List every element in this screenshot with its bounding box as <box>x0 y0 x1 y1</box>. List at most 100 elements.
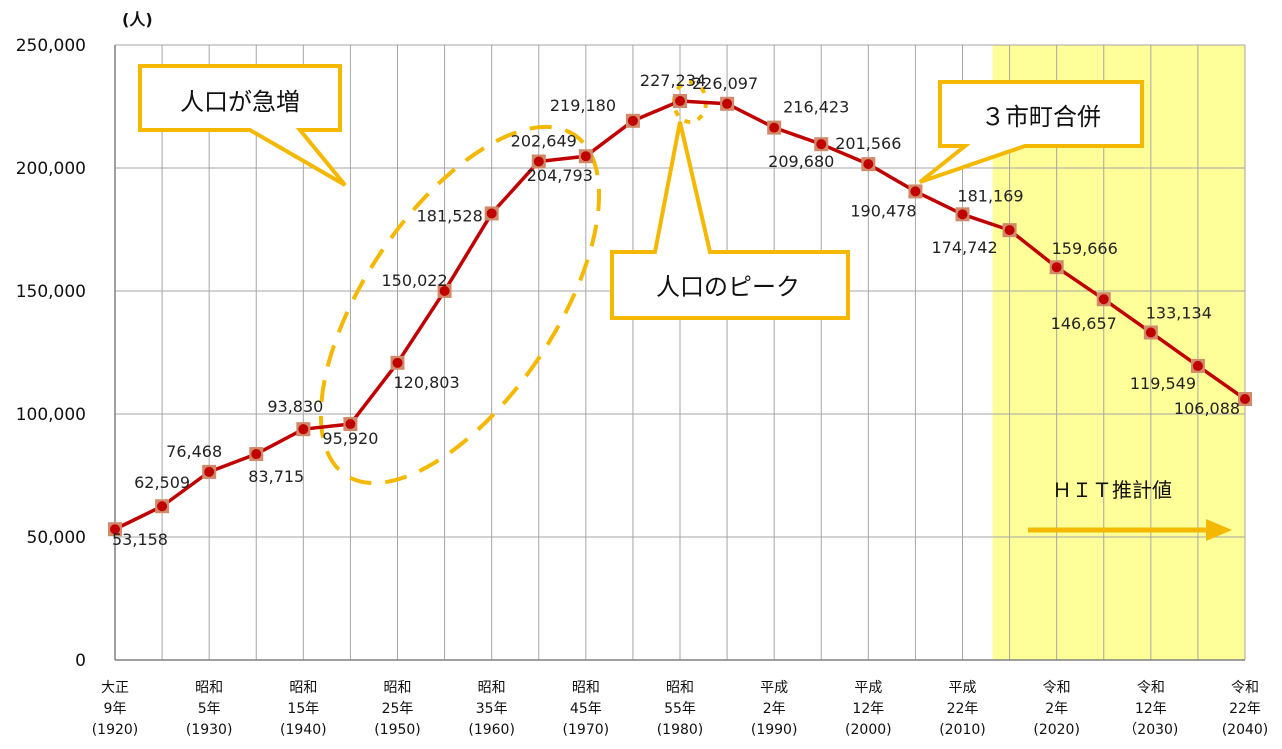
data-label: 209,680 <box>768 152 834 171</box>
x-tick-label: (1980) <box>657 722 704 738</box>
x-tick-label: 12年 <box>1135 701 1167 717</box>
x-tick-label: 大正 <box>101 680 129 696</box>
data-label: 204,793 <box>527 166 593 185</box>
x-tick-label: 9年 <box>104 701 127 717</box>
data-label: 216,423 <box>783 98 849 117</box>
data-label: 83,715 <box>248 467 304 486</box>
data-point-marker <box>390 355 405 370</box>
y-axis-unit-label: (人) <box>122 10 153 29</box>
data-point-marker <box>296 422 311 437</box>
x-tick-label: 平成 <box>949 680 977 696</box>
data-label: 95,920 <box>322 429 378 448</box>
x-tick-label: 平成 <box>760 680 788 696</box>
data-point-marker <box>1096 292 1111 307</box>
data-label: 181,169 <box>957 186 1023 205</box>
x-tick-label: 令和 <box>1137 680 1165 696</box>
data-point-marker <box>437 283 452 298</box>
x-tick-label: 2年 <box>763 701 786 717</box>
data-point-marker <box>202 464 217 479</box>
callout-rapid-increase: 人口が急増 <box>138 64 347 187</box>
data-point-marker <box>814 137 829 152</box>
x-tick-label: (2020) <box>1033 722 1080 738</box>
data-point-marker <box>861 157 876 172</box>
x-tick-label: 55年 <box>664 701 696 717</box>
x-tick-label: 12年 <box>852 701 884 717</box>
data-point-marker <box>767 120 782 135</box>
data-point-marker <box>249 447 264 462</box>
data-point-marker <box>531 154 546 169</box>
x-tick-label: 令和 <box>1231 680 1259 696</box>
x-tick-label: 昭和 <box>478 680 506 696</box>
data-point-marker <box>625 113 640 128</box>
rapid-increase-highlight-ellipse <box>318 124 602 486</box>
x-tick-label: 昭和 <box>289 680 317 696</box>
y-tick-label: 50,000 <box>27 528 86 548</box>
x-tick-label: 昭和 <box>384 680 412 696</box>
data-point-marker <box>578 149 593 164</box>
data-point-marker <box>1143 325 1158 340</box>
data-label: 181,528 <box>417 206 483 225</box>
y-tick-label: 100,000 <box>16 405 86 425</box>
callout-rapid-increase-text: 人口が急増 <box>180 88 300 116</box>
y-axis-tick-labels: 0 50,000 100,000 150,000 200,000 250,000 <box>16 36 86 671</box>
x-tick-label: (1940) <box>280 722 327 738</box>
data-label: 76,468 <box>166 442 222 461</box>
data-point-marker <box>1238 392 1252 407</box>
x-tick-label: (2000) <box>845 722 892 738</box>
data-label: 120,803 <box>394 373 460 392</box>
x-tick-label: 5年 <box>198 701 221 717</box>
data-point-marker <box>720 96 735 111</box>
x-tick-label: 15年 <box>287 701 319 717</box>
data-label: 150,022 <box>381 271 447 290</box>
data-point-marker <box>908 184 923 199</box>
callout-merger-text: ３市町合併 <box>981 103 1101 131</box>
x-tick-label: 昭和 <box>572 680 600 696</box>
data-label: 119,549 <box>1130 374 1196 393</box>
data-label: 219,180 <box>550 96 616 115</box>
data-label: 159,666 <box>1052 239 1118 258</box>
data-label: 106,088 <box>1174 399 1240 418</box>
y-tick-label: 150,000 <box>16 282 86 302</box>
x-tick-label: 2年 <box>1045 701 1068 717</box>
data-label: 146,657 <box>1051 314 1117 333</box>
x-tick-label: (1930) <box>186 722 233 738</box>
axes <box>114 45 1245 661</box>
data-point-marker <box>673 94 687 109</box>
x-tick-label: (1960) <box>468 722 515 738</box>
data-point-marker <box>155 499 170 514</box>
data-label: 202,649 <box>511 131 577 150</box>
projection-label: ＨＩＴ推計値 <box>1052 478 1172 502</box>
data-label: 62,509 <box>134 473 190 492</box>
data-point-marker <box>343 417 358 432</box>
x-axis-tick-labels: 大正 9年 (1920) 昭和 5年 (1930) 昭和 15年 (1940) 昭和 25年 (195… <box>92 680 1269 738</box>
x-tick-label: 22年 <box>1229 701 1261 717</box>
data-point-marker <box>955 207 970 222</box>
x-tick-label: (2040) <box>1222 722 1269 738</box>
data-label: 227,234 <box>640 71 706 90</box>
data-point-marker <box>108 522 122 537</box>
data-label: 190,478 <box>850 201 916 220</box>
x-tick-label: 令和 <box>1043 680 1071 696</box>
data-point-marker <box>1002 223 1017 238</box>
callout-population-peak: 人口のピーク <box>610 121 850 320</box>
x-tick-label: 平成 <box>854 680 882 696</box>
callout-merger: ３市町合併 <box>918 80 1144 184</box>
x-tick-label: 45年 <box>570 701 602 717</box>
y-tick-label: 0 <box>75 651 86 671</box>
data-point-markers <box>108 94 1252 537</box>
data-labels: 53,158 62,509 76,468 83,715 93,830 95,920 120,… <box>112 71 1240 549</box>
x-tick-label: (1970) <box>563 722 610 738</box>
data-label: 53,158 <box>112 530 168 549</box>
y-tick-label: 250,000 <box>16 36 86 56</box>
x-tick-label: 35年 <box>476 701 508 717</box>
x-tick-label: (1950) <box>374 722 421 738</box>
x-tick-label: 昭和 <box>666 680 694 696</box>
x-tick-label: (1990) <box>751 722 798 738</box>
y-tick-label: 200,000 <box>16 159 86 179</box>
data-label: 174,742 <box>931 238 997 257</box>
projection-arrow-icon <box>1028 519 1232 541</box>
data-point-marker <box>1190 358 1205 373</box>
x-tick-label: (2010) <box>939 722 986 738</box>
x-tick-label: （2030) <box>1123 722 1178 738</box>
